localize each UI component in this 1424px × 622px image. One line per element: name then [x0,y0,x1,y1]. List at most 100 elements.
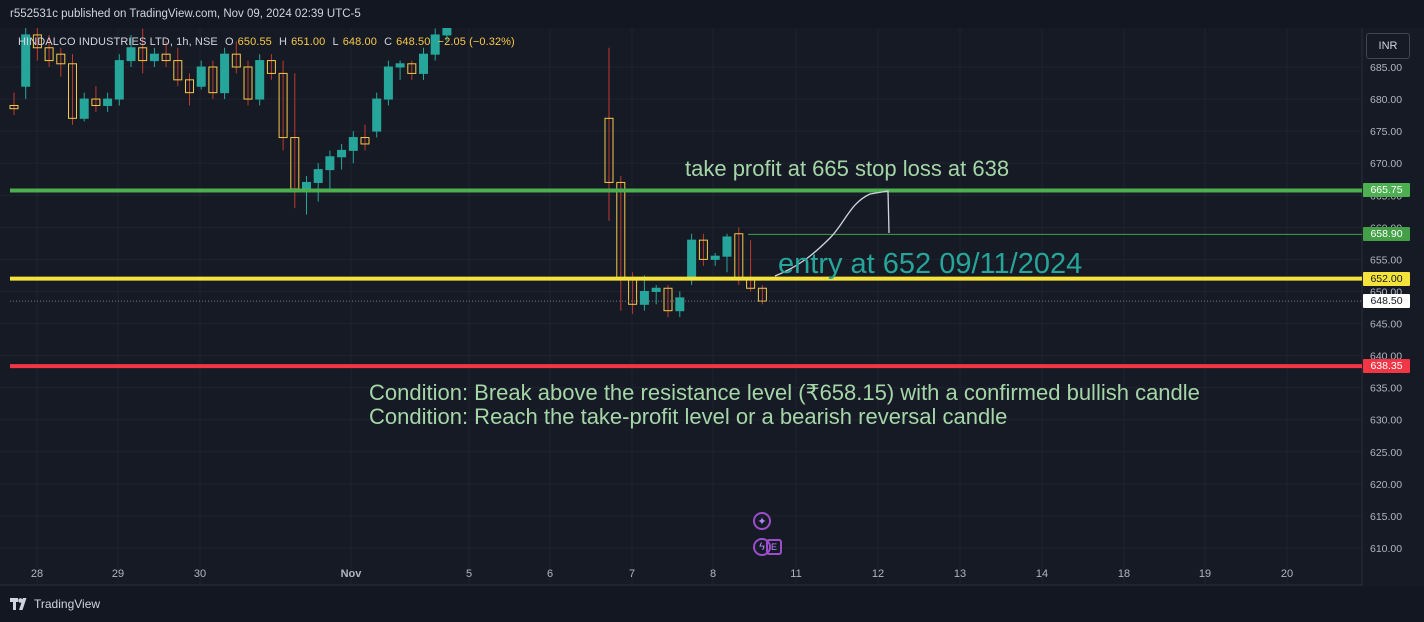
candle-body [208,66,218,94]
tradingview-logo[interactable]: TradingView [10,597,100,611]
tradingview-logo-icon [10,598,27,610]
candle-body [196,66,206,87]
candle-body [149,53,159,62]
price-tick-label: 630.00 [1370,415,1402,427]
stop-loss-price-tag: 638.35 [1363,359,1410,374]
candle-body [710,255,720,260]
close-label: C [384,36,393,48]
time-tick-label: 11 [790,568,801,580]
candle-body [442,28,452,36]
candle-body [395,63,405,68]
candle-body [325,156,335,171]
candle-body [313,169,323,183]
time-tick-label: 7 [629,568,635,580]
candle-body [278,72,288,139]
time-tick-label: 30 [194,568,206,580]
open-value: 650.55 [237,36,272,48]
candle-body [407,63,417,74]
candle-body [79,98,89,119]
open-label: O [224,36,234,48]
time-tick-label: 19 [1199,568,1211,580]
price-tick-label: 610.00 [1370,543,1402,555]
time-tick-label: 28 [31,568,43,580]
high-value: 651.00 [291,36,326,48]
take-profit-price-tag: 665.75 [1363,183,1410,198]
candle-body [161,53,171,62]
time-tick-label: 8 [710,568,716,580]
candle-body [138,47,148,62]
entry-price-tag: 652.00 [1363,271,1410,286]
high-label: H [279,36,288,48]
candle-body [21,34,31,87]
candle-body [430,34,440,55]
price-tick-label: 620.00 [1370,479,1402,491]
candle-body [44,47,54,62]
low-value: 648.00 [342,36,377,48]
candle-body [302,181,311,190]
event-star-icon[interactable]: ✦ [753,512,771,530]
price-tick-label: 625.00 [1370,447,1402,459]
time-tick-label: 18 [1118,568,1130,580]
candle-body [651,287,661,292]
candle-body [56,53,66,65]
price-tick-label: 670.00 [1370,158,1402,170]
time-tick-label: 5 [466,568,472,580]
event-lightning-icon[interactable]: ϟ [753,538,771,556]
candle-body [348,137,358,151]
time-tick-label: 6 [547,568,553,580]
candle-body [220,53,230,94]
price-tick-label: 615.00 [1370,511,1402,523]
candle-body [114,60,124,100]
currency-button[interactable]: INR [1366,33,1410,59]
candle-body [675,297,685,312]
top-bar [0,0,1424,28]
close-value: 648.50 [396,36,431,48]
take-profit-note[interactable]: take profit at 665 stop loss at 638 [685,156,1010,181]
candle-body [698,239,708,260]
resistance-price-tag: 658.90 [1363,227,1410,242]
entry-note[interactable]: entry at 652 09/11/2024 [778,248,1083,280]
candle-body [372,98,382,132]
candle-body [231,53,241,68]
candle-body [419,53,428,74]
low-label: L [332,36,339,48]
candle-body [68,63,77,119]
candle-body [9,104,19,110]
time-tick-label: Nov [341,568,363,580]
candlestick-chart[interactable]: 610.00615.00620.00625.00630.00635.00640.… [0,28,1424,586]
candle-body [185,79,194,94]
tradingview-brand: TradingView [34,597,101,611]
symbol-legend: HINDALCO INDUSTRIES LTD, 1h, NSE O 650.55… [18,36,519,48]
time-tick-label: 29 [112,568,124,580]
change-value: −2.05 (−0.32%) [437,36,515,48]
condition-note-2[interactable]: Condition: Reach the take-profit level o… [369,404,1008,429]
time-tick-label: 14 [1036,568,1048,580]
price-tick-label: 655.00 [1370,254,1402,266]
candle-body [243,66,253,100]
candle-body [126,47,136,62]
candle-body [639,290,649,305]
price-tick-label: 675.00 [1370,126,1402,138]
time-tick-label: 13 [954,568,966,580]
candle-body [722,236,732,257]
time-tick-label: 20 [1281,568,1293,580]
footer-bar [0,586,1424,622]
publisher-info: r552531c published on TradingView.com, N… [10,8,361,20]
candle-body [32,34,42,49]
symbol-name: HINDALCO INDUSTRIES LTD, 1h, NSE [18,36,218,48]
candle-body [383,66,393,100]
time-tick-label: 12 [872,568,884,580]
earnings-event-icon[interactable]: E [766,539,782,555]
price-tick-label: 680.00 [1370,94,1402,106]
candle-body [604,117,614,183]
candle-body [255,60,265,100]
last-price-tag: 648.50 [1363,294,1410,309]
condition-note-1[interactable]: Condition: Break above the resistance le… [369,380,1200,405]
candle-body [757,287,767,302]
candle-body [360,137,370,145]
price-tick-label: 645.00 [1370,319,1402,331]
candle-body [266,60,276,74]
price-tick-label: 635.00 [1370,383,1402,395]
candle-body [687,239,697,280]
candle-body [103,98,113,106]
